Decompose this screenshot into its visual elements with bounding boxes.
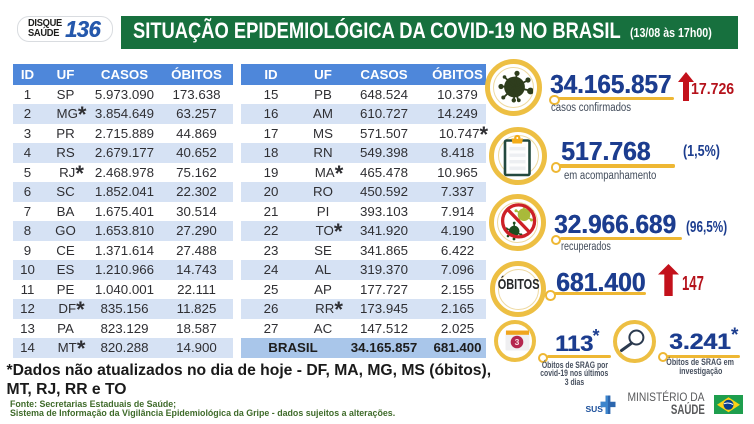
svg-text:3: 3 xyxy=(514,337,519,347)
